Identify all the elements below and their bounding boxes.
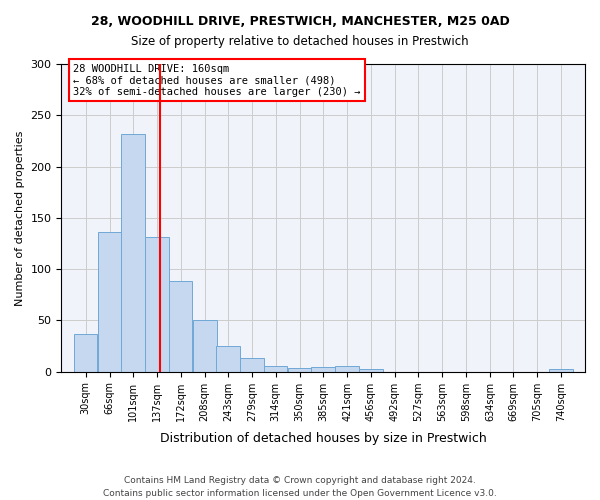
Bar <box>311 366 335 372</box>
Bar <box>145 238 169 372</box>
Bar <box>98 232 121 372</box>
Bar <box>288 368 311 372</box>
Bar <box>193 320 217 372</box>
Bar <box>359 368 383 372</box>
Text: 28 WOODHILL DRIVE: 160sqm
← 68% of detached houses are smaller (498)
32% of semi: 28 WOODHILL DRIVE: 160sqm ← 68% of detac… <box>73 64 361 97</box>
Bar <box>335 366 359 372</box>
Bar <box>549 368 573 372</box>
Text: Contains public sector information licensed under the Open Government Licence v3: Contains public sector information licen… <box>103 488 497 498</box>
Text: Size of property relative to detached houses in Prestwich: Size of property relative to detached ho… <box>131 35 469 48</box>
X-axis label: Distribution of detached houses by size in Prestwich: Distribution of detached houses by size … <box>160 432 487 445</box>
Text: 28, WOODHILL DRIVE, PRESTWICH, MANCHESTER, M25 0AD: 28, WOODHILL DRIVE, PRESTWICH, MANCHESTE… <box>91 15 509 28</box>
Bar <box>217 346 240 372</box>
Bar <box>264 366 287 372</box>
Bar <box>169 282 193 372</box>
Y-axis label: Number of detached properties: Number of detached properties <box>15 130 25 306</box>
Bar <box>74 334 97 372</box>
Bar <box>121 134 145 372</box>
Bar <box>241 358 264 372</box>
Text: Contains HM Land Registry data © Crown copyright and database right 2024.: Contains HM Land Registry data © Crown c… <box>124 476 476 485</box>
